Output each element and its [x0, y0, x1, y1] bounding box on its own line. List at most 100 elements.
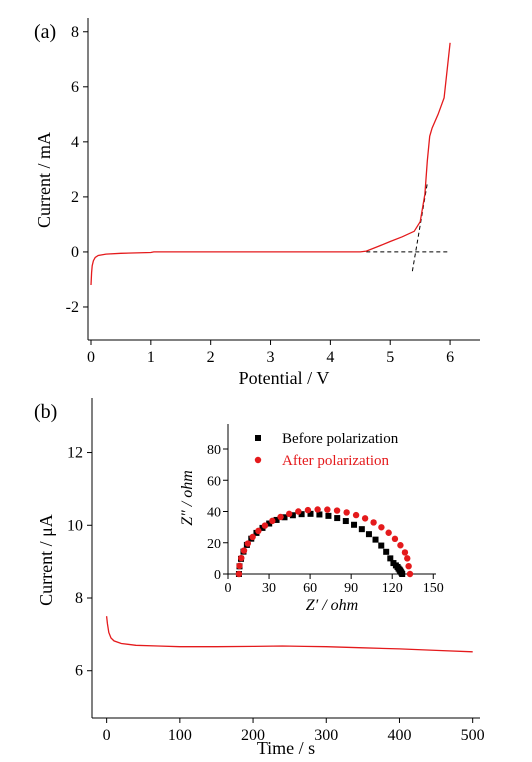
panel-b-y-tick-label: 8 [75, 590, 83, 607]
inset-point-after [391, 535, 399, 543]
inset-point-after [304, 506, 312, 514]
inset-point-before [307, 510, 314, 517]
panel-b-x-tick-label: 500 [461, 727, 485, 744]
panel-a-y-tick-label: 0 [71, 244, 79, 261]
panel-a-y-tick-label: 2 [71, 189, 79, 206]
panel-a-x-tick-label: 4 [326, 349, 334, 366]
inset-point-after [285, 510, 293, 518]
panel-a-x-label: Potential / V [239, 368, 330, 388]
panel-b-x-tick-label: 100 [168, 727, 192, 744]
panel-b-x-tick-label: 200 [241, 727, 265, 744]
panel-b-y-tick-label: 10 [67, 517, 83, 534]
inset-x-tick-label: 90 [344, 581, 358, 596]
panel-a-y-tick-label: 4 [71, 134, 79, 151]
inset-x-tick-label: 0 [225, 581, 232, 596]
inset-x-tick-label: 150 [423, 581, 444, 596]
panel-a-label: (a) [34, 21, 56, 43]
inset-point-before [325, 512, 332, 519]
inset-point-after [314, 506, 321, 513]
inset-point-after [352, 511, 360, 519]
legend-marker-after [254, 456, 262, 464]
inset-legend: Before polarization After polarization [254, 431, 399, 469]
inset-point-before [372, 536, 379, 543]
inset-y-tick-label: 0 [214, 568, 221, 583]
panel-a-y-label: Current / mA [34, 132, 54, 228]
inset-point-before [289, 512, 296, 519]
inset-y-tick-label: 20 [207, 537, 221, 552]
inset-point-after [244, 540, 252, 547]
panel-a-x-tick-label: 3 [267, 349, 275, 366]
inset-point-after [255, 527, 262, 535]
inset-point-before [399, 571, 406, 577]
panel-a-x-tick-label: 0 [87, 349, 95, 366]
inset-point-before [378, 542, 385, 549]
panel-a-y-tick-label: 8 [71, 24, 79, 41]
panel-b-label: (b) [34, 401, 57, 423]
inset-point-before [316, 511, 323, 518]
inset-point-before [273, 516, 280, 523]
panel-a-y-tick-label: 6 [71, 79, 79, 96]
inset-point-after [277, 513, 284, 521]
panel-b-series-line [105, 616, 473, 653]
inset-point-after [343, 509, 350, 516]
inset-point-after [401, 549, 409, 556]
inset-chart: 0 30 60 90 120 150 0 20 40 60 80 Before polarizat… [179, 424, 444, 614]
inset-x-tick-label: 120 [382, 581, 403, 596]
inset-point-after [370, 519, 377, 526]
inset-point-before [351, 521, 358, 528]
legend-marker-before [255, 435, 261, 441]
inset-point-after [333, 507, 341, 514]
panel-b-y-label: Current / μA [36, 514, 56, 606]
panel-b-x-tick-label: 0 [103, 727, 111, 744]
inset-point-after [361, 515, 369, 522]
inset-point-after [324, 506, 331, 513]
panel-a-y-tick-label: -2 [66, 299, 79, 316]
inset-point-after [397, 542, 404, 549]
panel-a-dashed-guide [411, 183, 428, 272]
inset-point-before [358, 526, 365, 533]
inset-point-after [261, 522, 269, 529]
inset-point-after [405, 562, 412, 570]
legend-label-before: Before polarization [282, 431, 399, 447]
inset-point-after [240, 547, 248, 554]
panel-b-x-label: Time / s [257, 738, 315, 758]
panel-a-x-tick-label: 5 [386, 349, 394, 366]
inset-point-after [269, 517, 276, 525]
inset-point-after [235, 570, 243, 578]
inset-point-after [249, 533, 256, 541]
inset-y-tick-label: 80 [207, 443, 221, 458]
inset-y-tick-label: 40 [207, 506, 221, 521]
inset-point-before [266, 520, 273, 527]
inset-point-before [383, 548, 390, 555]
inset-point-before [334, 515, 341, 522]
inset-x-tick-label: 60 [303, 581, 317, 596]
inset-point-after [404, 555, 411, 562]
inset-point-before [298, 511, 305, 518]
panel-a-x-tick-label: 6 [446, 349, 454, 366]
panel-b-y-tick-label: 12 [67, 445, 83, 462]
inset-point-before [281, 514, 288, 521]
inset-y-tick-label: 60 [207, 474, 221, 489]
inset-point-after [236, 562, 243, 570]
panel-a-x-tick-label: 1 [147, 349, 155, 366]
inset-point-after [406, 570, 414, 578]
panel-a-series-line [90, 42, 451, 286]
panel-b-x-tick-label: 400 [387, 727, 411, 744]
inset-point-after [385, 529, 392, 536]
inset-point-before [342, 518, 349, 525]
inset-y-label: Z″ / ohm [179, 470, 196, 526]
inset-x-tick-label: 30 [262, 581, 276, 596]
panel-a-chart: (a) 0 1 2 3 4 5 6 -2 0 2 4 6 8 Potential / V Curren… [34, 18, 480, 388]
inset-x-label: Z′ / ohm [306, 597, 358, 614]
panel-a-x-tick-label: 2 [207, 349, 215, 366]
inset-point-before [365, 531, 372, 538]
inset-point-after [295, 508, 302, 515]
inset-point-before [387, 555, 394, 562]
inset-point-after [378, 524, 385, 531]
panel-b-x-tick-label: 300 [314, 727, 338, 744]
inset-point-after [238, 554, 245, 562]
inset-point-before [259, 524, 266, 531]
legend-label-after: After polarization [282, 453, 390, 469]
